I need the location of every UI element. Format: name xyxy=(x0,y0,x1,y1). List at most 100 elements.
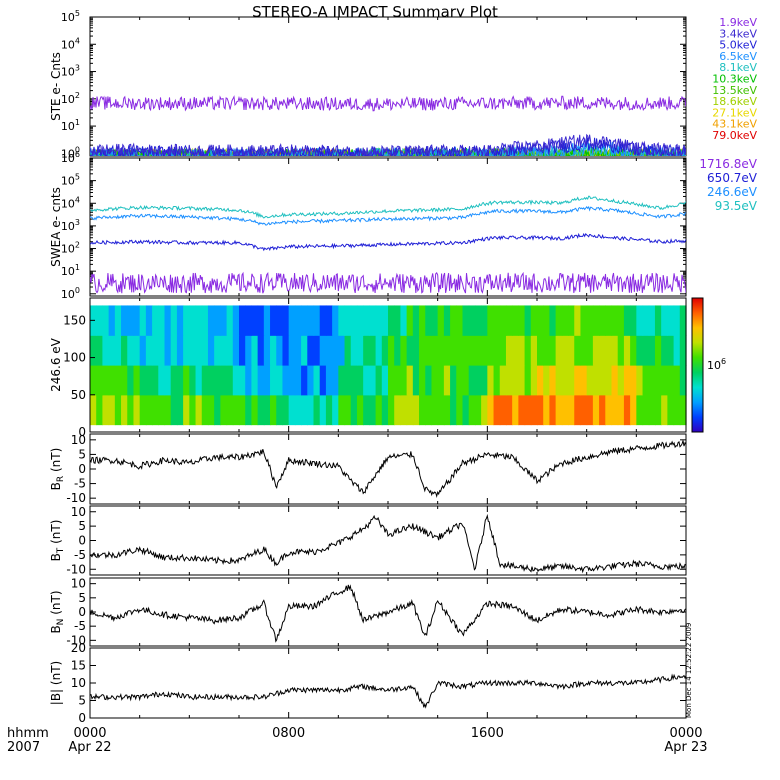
pad-cell xyxy=(325,394,333,426)
pad-cell xyxy=(468,365,476,396)
pad-cell xyxy=(512,335,519,366)
pad-cell xyxy=(363,305,370,336)
pad-cell xyxy=(661,335,668,366)
pad-cell xyxy=(667,394,675,426)
ste-y-tick-exp: 2 xyxy=(75,91,80,100)
swea-y-tick-base: 10 xyxy=(61,152,75,165)
pad-cell xyxy=(568,365,575,396)
pad-cell xyxy=(276,365,284,396)
pad-cell xyxy=(319,365,327,396)
pad-cell xyxy=(580,394,588,426)
pad-cell xyxy=(549,365,557,396)
pad-cell xyxy=(189,305,197,336)
pad-cell xyxy=(332,365,339,396)
pad-cell xyxy=(394,335,402,366)
pad-cell xyxy=(226,305,234,336)
bt-y-label-part: T xyxy=(56,547,66,554)
pad-cell xyxy=(313,394,321,426)
pad-cell xyxy=(636,335,644,366)
pad-cell xyxy=(232,305,240,336)
ste-y-label: STE e- Cnts xyxy=(49,52,63,121)
pad-cell xyxy=(642,365,650,396)
pad-cell xyxy=(630,394,637,426)
pad-cell xyxy=(158,335,166,366)
pad-cell xyxy=(207,394,215,426)
pad-cell xyxy=(617,305,625,336)
pad-cell xyxy=(617,335,625,366)
pad-cell xyxy=(195,365,203,396)
pad-cell xyxy=(195,394,203,426)
pad-cell xyxy=(90,365,97,396)
pad-cell xyxy=(226,394,234,426)
pad-cell xyxy=(121,394,128,426)
pad-cell xyxy=(437,394,445,426)
swea-y-label-part: SWEA e- cnts xyxy=(49,187,63,267)
pad-cell xyxy=(363,365,370,396)
pad-cell xyxy=(245,305,253,336)
pad-cell xyxy=(568,335,575,366)
pad-cell xyxy=(201,365,209,396)
pad-cell xyxy=(270,394,277,426)
pad-cell xyxy=(412,394,420,426)
pad-cell xyxy=(468,305,476,336)
pad-cell xyxy=(400,335,408,366)
pad-cell xyxy=(226,365,234,396)
pad-cell xyxy=(636,365,644,396)
bn-traces xyxy=(90,584,686,643)
pad-cell xyxy=(356,365,364,396)
pad-cell xyxy=(263,335,271,366)
pad-cell xyxy=(450,394,457,426)
pad-cell xyxy=(630,305,637,336)
ste-legend-entry: 6.5keV xyxy=(719,50,757,63)
pad-cell xyxy=(332,305,339,336)
swea-y-tick-exp: 2 xyxy=(75,241,80,250)
pad-cell xyxy=(301,335,308,366)
pad-cell xyxy=(251,394,259,426)
swea-y-tick-base: 10 xyxy=(61,197,75,210)
swea-y-tick-exp: 4 xyxy=(75,195,80,204)
pad-cells xyxy=(90,305,687,426)
pad-cell xyxy=(642,305,650,336)
pad-cell xyxy=(518,394,526,426)
pad-cell xyxy=(245,394,253,426)
swea-y-tick-base: 10 xyxy=(61,265,75,278)
ste-legend-entry: 3.4keV xyxy=(719,27,757,40)
pad-cell xyxy=(158,365,166,396)
pad-cell xyxy=(474,305,482,336)
pad-cell xyxy=(319,394,327,426)
bn-y-tick-label: -10 xyxy=(66,633,86,647)
pad-cell xyxy=(667,365,675,396)
pad-cell xyxy=(176,335,184,366)
time-axis-row1-label: hhmm xyxy=(7,726,49,741)
ste-y-tick-exp: 3 xyxy=(75,64,80,73)
br-frame xyxy=(89,433,687,505)
pad-cell xyxy=(530,305,538,336)
pad-cell xyxy=(108,394,116,426)
pad-cell xyxy=(133,335,141,366)
pad-cell xyxy=(679,394,687,426)
pad-cell xyxy=(288,335,296,366)
pad-cell xyxy=(145,394,153,426)
pad-cell xyxy=(493,394,501,426)
pad-cell xyxy=(537,335,544,366)
pad-cell xyxy=(270,305,277,336)
pad-cell xyxy=(145,365,153,396)
pad-cell xyxy=(543,365,551,396)
ste-legend-entry: 79.0keV xyxy=(712,129,757,142)
ste-y-tick-base: 10 xyxy=(61,11,75,24)
pad-cell xyxy=(574,335,582,366)
pad-cell xyxy=(294,305,302,336)
pad-cell xyxy=(654,365,662,396)
pad-cell xyxy=(127,305,135,336)
pad-cell xyxy=(487,365,495,396)
bmag-y-label-part: (nT) xyxy=(49,661,63,689)
pad-cell xyxy=(195,335,203,366)
pad-cell xyxy=(456,335,464,366)
pad-cell xyxy=(431,305,439,336)
pad-cell xyxy=(543,394,551,426)
pad-cell xyxy=(450,365,457,396)
ste-y-tick-label: 105 xyxy=(61,9,80,24)
pad-cell xyxy=(288,394,296,426)
time-tick-label: 0000 xyxy=(669,726,702,741)
pad-y-label: 246.6 eV xyxy=(49,337,63,392)
